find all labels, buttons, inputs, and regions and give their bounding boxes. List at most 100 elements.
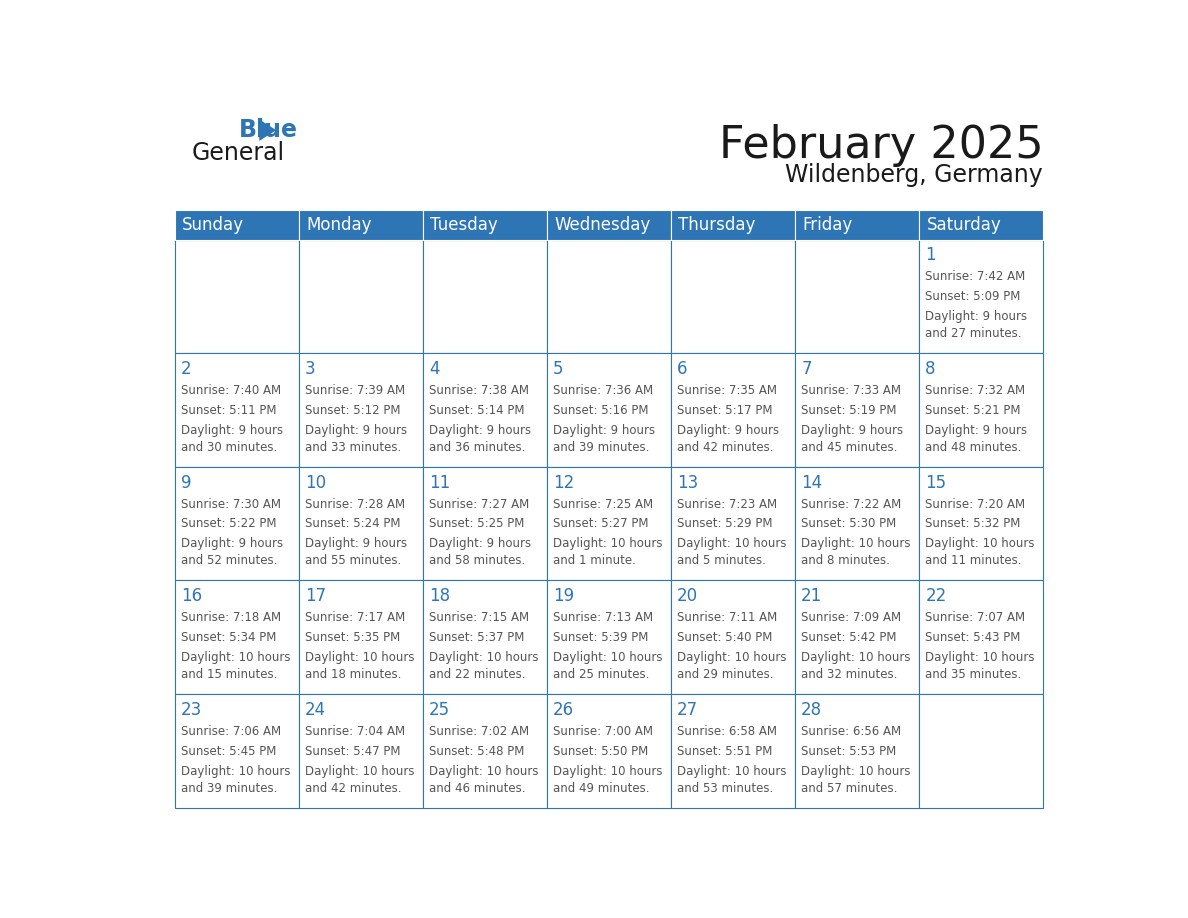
Text: Sunset: 5:50 PM: Sunset: 5:50 PM	[552, 744, 649, 757]
Text: Daylight: 10 hours
and 18 minutes.: Daylight: 10 hours and 18 minutes.	[305, 651, 415, 681]
Text: Daylight: 9 hours
and 45 minutes.: Daylight: 9 hours and 45 minutes.	[801, 423, 903, 453]
Text: Sunrise: 7:30 AM: Sunrise: 7:30 AM	[181, 498, 280, 510]
Bar	[298, 240, 423, 353]
Text: Sunrise: 7:02 AM: Sunrise: 7:02 AM	[429, 725, 529, 738]
Text: Sunrise: 7:20 AM: Sunrise: 7:20 AM	[925, 498, 1025, 510]
Bar	[671, 467, 795, 580]
Text: Sunset: 5:21 PM: Sunset: 5:21 PM	[925, 404, 1020, 417]
Bar	[795, 240, 920, 353]
Text: Sunrise: 7:15 AM: Sunrise: 7:15 AM	[429, 611, 529, 624]
Bar	[546, 210, 671, 240]
Text: Sunset: 5:47 PM: Sunset: 5:47 PM	[305, 744, 400, 757]
Text: Tuesday: Tuesday	[430, 216, 498, 234]
Text: General: General	[191, 141, 285, 165]
Bar	[795, 467, 920, 580]
Text: Thursday: Thursday	[678, 216, 756, 234]
Bar	[175, 467, 298, 580]
Bar	[423, 210, 546, 240]
Text: Daylight: 9 hours
and 55 minutes.: Daylight: 9 hours and 55 minutes.	[305, 537, 407, 567]
Text: Sunset: 5:25 PM: Sunset: 5:25 PM	[429, 518, 524, 531]
Bar	[546, 694, 671, 808]
Bar	[298, 694, 423, 808]
Text: 4: 4	[429, 360, 440, 378]
Bar	[795, 210, 920, 240]
Text: 21: 21	[801, 588, 822, 605]
Text: Sunrise: 7:00 AM: Sunrise: 7:00 AM	[552, 725, 653, 738]
Text: 14: 14	[801, 474, 822, 492]
Text: Sunrise: 7:13 AM: Sunrise: 7:13 AM	[552, 611, 653, 624]
Text: Sunrise: 7:32 AM: Sunrise: 7:32 AM	[925, 384, 1025, 397]
Text: Sunset: 5:12 PM: Sunset: 5:12 PM	[305, 404, 400, 417]
Text: 28: 28	[801, 701, 822, 719]
Text: 1: 1	[925, 246, 936, 264]
Text: Wednesday: Wednesday	[555, 216, 651, 234]
Text: Sunset: 5:32 PM: Sunset: 5:32 PM	[925, 518, 1020, 531]
Text: Sunrise: 7:36 AM: Sunrise: 7:36 AM	[552, 384, 653, 397]
Bar	[175, 210, 298, 240]
Text: 13: 13	[677, 474, 699, 492]
Text: Sunrise: 7:18 AM: Sunrise: 7:18 AM	[181, 611, 280, 624]
Bar	[920, 353, 1043, 467]
Text: Friday: Friday	[802, 216, 853, 234]
Text: 5: 5	[552, 360, 563, 378]
Text: 6: 6	[677, 360, 688, 378]
Text: Daylight: 9 hours
and 33 minutes.: Daylight: 9 hours and 33 minutes.	[305, 423, 407, 453]
Text: Daylight: 10 hours
and 46 minutes.: Daylight: 10 hours and 46 minutes.	[429, 765, 538, 795]
Bar	[671, 240, 795, 353]
Text: 25: 25	[429, 701, 450, 719]
Bar	[671, 694, 795, 808]
Text: Sunrise: 7:07 AM: Sunrise: 7:07 AM	[925, 611, 1025, 624]
Text: Sunset: 5:09 PM: Sunset: 5:09 PM	[925, 290, 1020, 303]
Text: Sunset: 5:19 PM: Sunset: 5:19 PM	[801, 404, 897, 417]
Text: 9: 9	[181, 474, 191, 492]
Bar	[795, 694, 920, 808]
Text: Blue: Blue	[239, 118, 298, 142]
Bar	[546, 467, 671, 580]
Bar	[423, 240, 546, 353]
Bar	[423, 580, 546, 694]
Text: Daylight: 10 hours
and 1 minute.: Daylight: 10 hours and 1 minute.	[552, 537, 663, 567]
Text: Daylight: 10 hours
and 29 minutes.: Daylight: 10 hours and 29 minutes.	[677, 651, 786, 681]
Text: Daylight: 10 hours
and 53 minutes.: Daylight: 10 hours and 53 minutes.	[677, 765, 786, 795]
Text: Sunrise: 6:58 AM: Sunrise: 6:58 AM	[677, 725, 777, 738]
Text: Daylight: 10 hours
and 49 minutes.: Daylight: 10 hours and 49 minutes.	[552, 765, 663, 795]
Text: Sunrise: 7:42 AM: Sunrise: 7:42 AM	[925, 270, 1025, 284]
Bar	[298, 210, 423, 240]
Text: Sunrise: 7:11 AM: Sunrise: 7:11 AM	[677, 611, 777, 624]
Text: 20: 20	[677, 588, 699, 605]
Text: 8: 8	[925, 360, 936, 378]
Text: Sunset: 5:51 PM: Sunset: 5:51 PM	[677, 744, 772, 757]
Text: Daylight: 10 hours
and 8 minutes.: Daylight: 10 hours and 8 minutes.	[801, 537, 911, 567]
Bar	[546, 353, 671, 467]
Text: 7: 7	[801, 360, 811, 378]
Polygon shape	[259, 119, 276, 141]
Text: Sunset: 5:43 PM: Sunset: 5:43 PM	[925, 631, 1020, 644]
Text: Sunrise: 7:35 AM: Sunrise: 7:35 AM	[677, 384, 777, 397]
Text: Sunset: 5:40 PM: Sunset: 5:40 PM	[677, 631, 772, 644]
Bar	[298, 353, 423, 467]
Bar	[175, 240, 298, 353]
Bar	[175, 353, 298, 467]
Text: Daylight: 9 hours
and 27 minutes.: Daylight: 9 hours and 27 minutes.	[925, 310, 1028, 340]
Text: Saturday: Saturday	[927, 216, 1001, 234]
Text: Sunrise: 7:27 AM: Sunrise: 7:27 AM	[429, 498, 529, 510]
Text: Sunset: 5:17 PM: Sunset: 5:17 PM	[677, 404, 772, 417]
Text: Daylight: 10 hours
and 57 minutes.: Daylight: 10 hours and 57 minutes.	[801, 765, 911, 795]
Text: 12: 12	[552, 474, 574, 492]
Text: Daylight: 10 hours
and 5 minutes.: Daylight: 10 hours and 5 minutes.	[677, 537, 786, 567]
Text: Daylight: 9 hours
and 48 minutes.: Daylight: 9 hours and 48 minutes.	[925, 423, 1028, 453]
Text: Daylight: 9 hours
and 36 minutes.: Daylight: 9 hours and 36 minutes.	[429, 423, 531, 453]
Text: Daylight: 9 hours
and 58 minutes.: Daylight: 9 hours and 58 minutes.	[429, 537, 531, 567]
Bar	[423, 467, 546, 580]
Text: Sunset: 5:11 PM: Sunset: 5:11 PM	[181, 404, 277, 417]
Bar	[795, 580, 920, 694]
Bar	[920, 580, 1043, 694]
Text: 23: 23	[181, 701, 202, 719]
Text: Daylight: 10 hours
and 25 minutes.: Daylight: 10 hours and 25 minutes.	[552, 651, 663, 681]
Bar	[795, 353, 920, 467]
Text: 26: 26	[552, 701, 574, 719]
Text: Sunrise: 7:09 AM: Sunrise: 7:09 AM	[801, 611, 902, 624]
Text: Sunrise: 7:25 AM: Sunrise: 7:25 AM	[552, 498, 653, 510]
Bar	[423, 694, 546, 808]
Bar	[546, 240, 671, 353]
